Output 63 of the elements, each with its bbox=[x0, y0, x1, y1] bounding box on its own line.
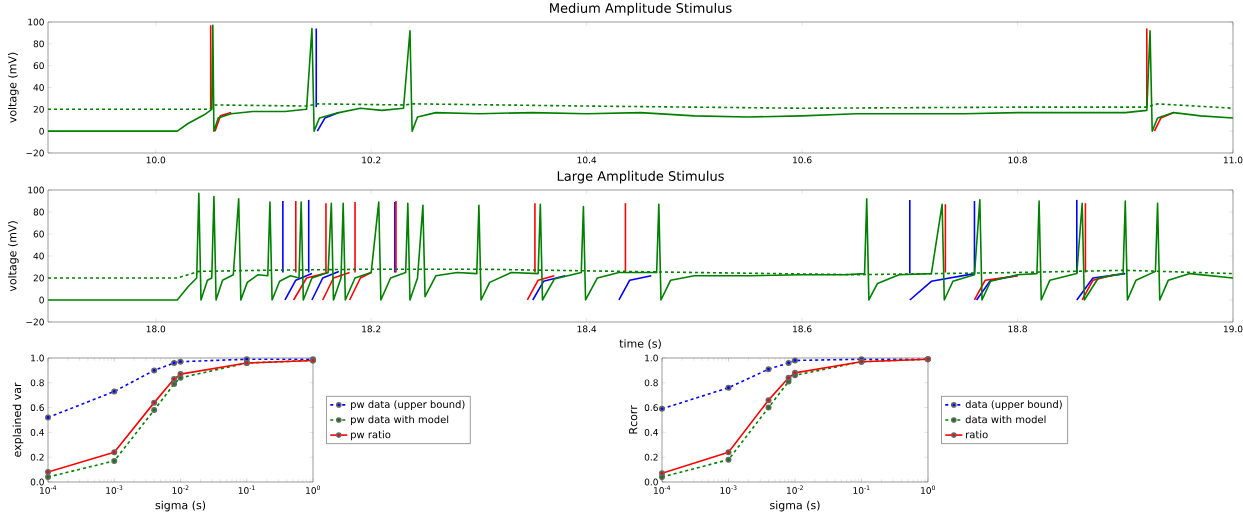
legend-label: pw data with model bbox=[351, 415, 449, 426]
x-tick-label: 18.6 bbox=[793, 325, 812, 333]
y-tick-label: 0.8 bbox=[30, 379, 44, 387]
legend-label: data (upper bound) bbox=[965, 400, 1062, 411]
x-tick-label: 18.4 bbox=[577, 325, 597, 333]
x-tick-label: 10$^{0}$ bbox=[306, 485, 320, 494]
y-tick-label: 20 bbox=[33, 274, 44, 282]
x-tick-label: 10$^{-2}$ bbox=[172, 485, 189, 494]
x-tick-label: 18.2 bbox=[362, 325, 381, 333]
x-tick-label: 18.8 bbox=[1008, 325, 1027, 333]
x-tick-label: 10$^{-3}$ bbox=[106, 485, 123, 494]
y-tick-label: 40 bbox=[33, 252, 44, 260]
legend-label: data with model bbox=[965, 415, 1046, 424]
x-tick-label: 10.4 bbox=[577, 156, 597, 164]
y-tick-label: 0.8 bbox=[644, 379, 658, 387]
y-tick-label: 100 bbox=[28, 18, 44, 26]
y-tick-label: 0.0 bbox=[644, 478, 658, 486]
x-tick-label: 10.0 bbox=[146, 156, 166, 164]
y-tick-label: 80 bbox=[33, 208, 44, 216]
y-tick-label: 0.2 bbox=[644, 453, 658, 461]
x-tick-label: 10$^{-3}$ bbox=[720, 485, 737, 494]
y-tick-label: 60 bbox=[33, 62, 44, 70]
x-tick-label: 19.0 bbox=[1223, 325, 1243, 333]
y-tick-label: 20 bbox=[33, 105, 44, 113]
y-axis-title: explained var bbox=[12, 382, 24, 457]
y-tick-label: 1.0 bbox=[645, 354, 658, 362]
y-tick-label: 0 bbox=[39, 296, 44, 304]
chart-title: Medium Amplitude Stimulus bbox=[550, 2, 732, 16]
x-tick-label: 18.0 bbox=[146, 325, 166, 333]
y-axis-title: voltage (mV) bbox=[7, 52, 19, 123]
y-tick-label: 0.4 bbox=[644, 428, 658, 436]
x-tick-label: 10$^{-1}$ bbox=[238, 485, 255, 494]
y-tick-label: −20 bbox=[26, 149, 44, 157]
x-tick-label: 10.2 bbox=[362, 156, 381, 164]
x-axis-title: time (s) bbox=[619, 339, 661, 349]
y-tick-label: 0 bbox=[39, 127, 44, 135]
x-tick-label: 10$^{0}$ bbox=[921, 485, 935, 494]
y-tick-label: 0.0 bbox=[30, 478, 44, 486]
y-tick-label: 1.0 bbox=[31, 354, 44, 362]
y-axis-title: Rcorr bbox=[629, 405, 638, 434]
y-tick-label: 100 bbox=[28, 186, 44, 194]
x-tick-label: 10$^{-2}$ bbox=[787, 485, 803, 494]
y-tick-label: 0.6 bbox=[30, 404, 44, 411]
x-tick-label: 10$^{-1}$ bbox=[853, 485, 870, 494]
x-tick-label: 10.6 bbox=[793, 156, 812, 164]
y-tick-label: 80 bbox=[33, 40, 44, 48]
chart-title: Large Amplitude Stimulus bbox=[557, 170, 724, 184]
x-axis-title: sigma (s) bbox=[155, 500, 206, 512]
x-axis-title: sigma (s) bbox=[770, 500, 820, 512]
y-tick-label: 0.4 bbox=[30, 428, 44, 436]
legend-label: pw data (upper bound) bbox=[351, 400, 465, 411]
y-axis-title: voltage (mV) bbox=[7, 221, 19, 292]
y-tick-label: 0.6 bbox=[644, 404, 658, 411]
legend-label: pw ratio bbox=[351, 430, 391, 441]
x-tick-label: 10.8 bbox=[1008, 156, 1027, 164]
x-tick-label: 10$^{-4}$ bbox=[40, 485, 57, 494]
y-tick-label: 60 bbox=[33, 230, 44, 238]
y-tick-label: 0.2 bbox=[30, 453, 44, 461]
x-tick-label: 10$^{-4}$ bbox=[654, 485, 671, 494]
legend-label: ratio bbox=[966, 430, 988, 439]
y-tick-label: −20 bbox=[26, 318, 44, 326]
y-tick-label: 40 bbox=[33, 84, 44, 91]
x-tick-label: 11.0 bbox=[1223, 156, 1243, 164]
